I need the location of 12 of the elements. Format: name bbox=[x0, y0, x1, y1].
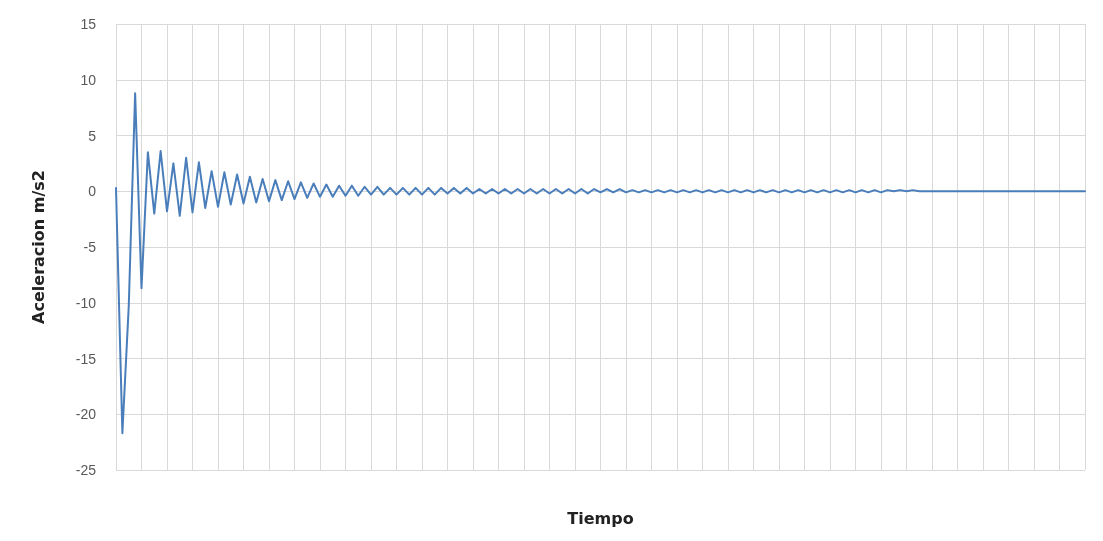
y-tick-label: -20 bbox=[75, 406, 97, 423]
y-tick-label: -15 bbox=[75, 350, 97, 367]
y-tick-label: -5 bbox=[83, 239, 97, 255]
y-tick-label: 10 bbox=[80, 71, 97, 88]
line-series bbox=[115, 92, 1086, 435]
y-tick-label: 0 bbox=[88, 183, 97, 200]
x-axis-title: Tiempo bbox=[567, 508, 634, 528]
y-tick-label: -25 bbox=[75, 462, 97, 478]
y-tick-label: 15 bbox=[80, 16, 97, 32]
y-axis-title: Aceleracion m/s2 bbox=[28, 170, 48, 324]
y-tick-label: -10 bbox=[75, 294, 97, 311]
y-tick-label: 5 bbox=[88, 127, 97, 144]
